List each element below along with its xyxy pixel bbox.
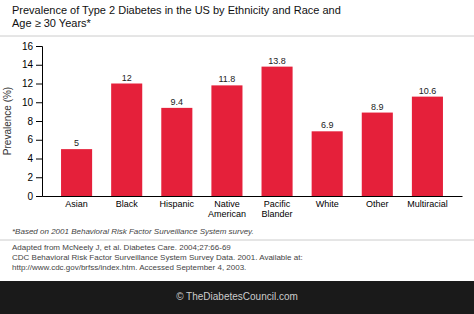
y-tick-mark xyxy=(36,159,42,160)
separator xyxy=(0,36,474,37)
bar xyxy=(262,67,293,196)
x-tick: Asian xyxy=(65,196,88,209)
footnote: http://www.cdc.gov/brfss/index.htm. Acce… xyxy=(12,263,246,272)
footnote: CDC Behavioral Risk Factor Surveillance … xyxy=(12,253,303,262)
data-label: 11.8 xyxy=(219,74,236,84)
data-labels: 5 12 9.4 11.8 13.8 6.9 8.9 10.6 xyxy=(74,56,436,149)
y-tick-label: 0 xyxy=(27,191,33,202)
annotations: *Based on 2001 Behavioral Risk Factor Su… xyxy=(12,227,303,272)
x-tick: PacificBlander xyxy=(262,196,293,219)
x-tick: Black xyxy=(116,196,139,209)
x-tick: NativeAmerican xyxy=(208,196,246,219)
x-tick-label: Black xyxy=(116,199,139,209)
x-tick-label: Other xyxy=(366,199,389,209)
data-label: 12 xyxy=(122,73,132,83)
y-tick: 10 xyxy=(22,97,42,108)
x-axis: Asian Black Hispanic NativeAmerican PacificB… xyxy=(43,196,463,219)
bar xyxy=(412,97,443,196)
footer xyxy=(0,281,474,314)
data-label: 10.6 xyxy=(419,86,437,96)
bar xyxy=(312,131,343,196)
data-label: 6.9 xyxy=(321,120,334,130)
y-tick-mark xyxy=(36,121,42,122)
y-tick: 14 xyxy=(22,59,42,70)
bar xyxy=(111,84,142,197)
y-tick-mark xyxy=(36,65,42,66)
y-tick-label: 12 xyxy=(22,78,34,89)
y-tick: 0 xyxy=(27,191,42,202)
x-tick-label: Hispanic xyxy=(160,199,195,209)
y-tick: 16 xyxy=(22,41,42,52)
y-tick-mark xyxy=(36,102,42,103)
y-tick-mark xyxy=(36,140,42,141)
y-tick-label: 10 xyxy=(22,97,34,108)
separator xyxy=(0,240,474,241)
bars xyxy=(61,67,443,196)
y-tick-mark xyxy=(36,46,42,47)
bar xyxy=(161,108,192,196)
x-tick-label: NativeAmerican xyxy=(208,199,246,219)
x-tick: Other xyxy=(366,196,389,209)
y-tick-label: 2 xyxy=(27,172,33,183)
y-tick: 6 xyxy=(27,134,42,145)
data-label: 13.8 xyxy=(268,56,286,66)
x-tick-label: PacificBlander xyxy=(262,199,293,219)
y-tick: 4 xyxy=(27,153,42,164)
footnote: *Based on 2001 Behavioral Risk Factor Su… xyxy=(12,227,254,236)
footnote: Adapted from McNeely J, et al. Diabetes … xyxy=(12,243,231,252)
y-tick-mark xyxy=(36,177,42,178)
y-axis-line xyxy=(36,47,43,197)
x-axis-line xyxy=(43,196,463,197)
y-tick-label: 4 xyxy=(27,153,33,164)
chart: Prevalence of Type 2 Diabetes in the US … xyxy=(0,0,474,314)
y-axis-title: Prevalence (%) xyxy=(2,87,13,155)
data-label: 9.4 xyxy=(171,97,184,107)
data-label: 5 xyxy=(74,138,79,148)
x-tick: Hispanic xyxy=(160,196,195,209)
y-tick-mark xyxy=(36,84,42,85)
bar xyxy=(211,85,242,196)
title: Prevalence of Type 2 Diabetes in the US … xyxy=(12,4,341,29)
y-tick: 8 xyxy=(27,116,42,127)
y-axis: 0 2 4 6 8 10 12 14 16 xyxy=(22,41,43,202)
bar xyxy=(61,149,92,196)
y-tick: 2 xyxy=(27,172,42,183)
y-tick-label: 16 xyxy=(22,41,34,52)
bar xyxy=(362,113,393,196)
x-tick-label: White xyxy=(316,199,339,209)
y-tick-label: 6 xyxy=(27,134,33,145)
footer-text: © TheDiabetesCouncil.com xyxy=(176,291,298,302)
x-tick: White xyxy=(316,196,339,209)
y-tick: 12 xyxy=(22,78,42,89)
data-label: 8.9 xyxy=(371,102,384,112)
y-tick-label: 14 xyxy=(22,59,34,70)
x-tick-label: Asian xyxy=(65,199,88,209)
x-tick-label: Multiracial xyxy=(407,199,448,209)
y-tick-mark xyxy=(36,196,42,197)
y-tick-label: 8 xyxy=(27,116,33,127)
x-tick: Multiracial xyxy=(407,196,448,209)
